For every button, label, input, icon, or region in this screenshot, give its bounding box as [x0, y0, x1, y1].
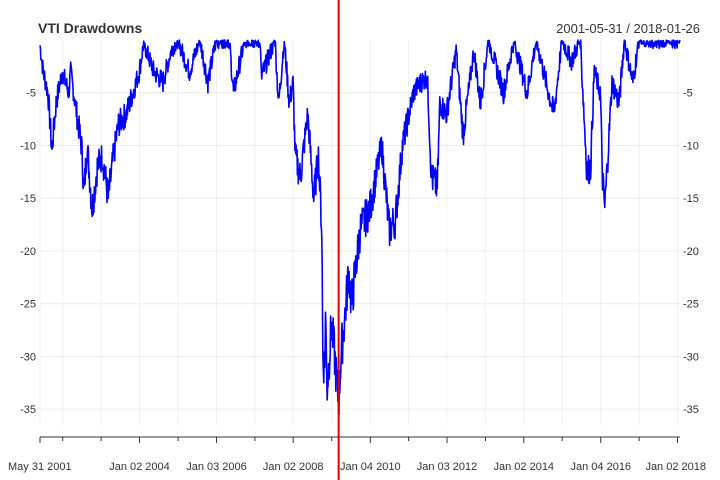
y-tick-label-right: -30 — [683, 351, 699, 363]
x-tick-label: Jan 04 2016 — [571, 461, 632, 473]
x-axis: May 31 2001 Jan 02 2004 Jan 03 2006 Jan 02 … — [8, 436, 706, 473]
y-tick-label-left: -20 — [20, 246, 36, 258]
y-tick-label-right: -15 — [683, 193, 699, 205]
y-axis-right: -5 -10 -15 -20 -25 -30 -35 — [683, 88, 699, 416]
x-tick-label: Jan 03 2006 — [186, 461, 247, 473]
x-tick-label: Jan 02 2018 — [645, 461, 706, 473]
series-layer — [39, 39, 681, 416]
y-tick-label-left: -15 — [20, 193, 36, 205]
y-tick-label-left: -30 — [20, 351, 36, 363]
x-tick-label: Jan 04 2010 — [340, 461, 401, 473]
y-tick-label-right: -10 — [683, 140, 699, 152]
y-tick-label-left: -35 — [20, 404, 36, 416]
chart-grid — [39, 40, 680, 425]
y-tick-label-left: -5 — [26, 88, 36, 100]
y-tick-label-right: -25 — [683, 299, 699, 311]
series-line — [39, 39, 681, 416]
y-axis-left: -5 -10 -15 -20 -25 -30 -35 — [20, 88, 36, 416]
date-range-label: 2001-05-31 / 2018-01-26 — [556, 21, 700, 36]
y-tick-label-left: -25 — [20, 299, 36, 311]
x-tick-label: Jan 03 2012 — [417, 461, 478, 473]
x-tick-label: Jan 02 2008 — [263, 461, 324, 473]
chart-title: VTI Drawdowns — [38, 20, 143, 36]
y-tick-label-right: -5 — [683, 88, 693, 100]
x-tick-label: Jan 02 2014 — [494, 461, 555, 473]
y-tick-label-left: -10 — [20, 140, 36, 152]
x-tick-label: May 31 2001 — [8, 461, 72, 473]
y-tick-label-right: -35 — [683, 404, 699, 416]
x-tick-label: Jan 02 2004 — [109, 461, 170, 473]
y-tick-label-right: -20 — [683, 246, 699, 258]
